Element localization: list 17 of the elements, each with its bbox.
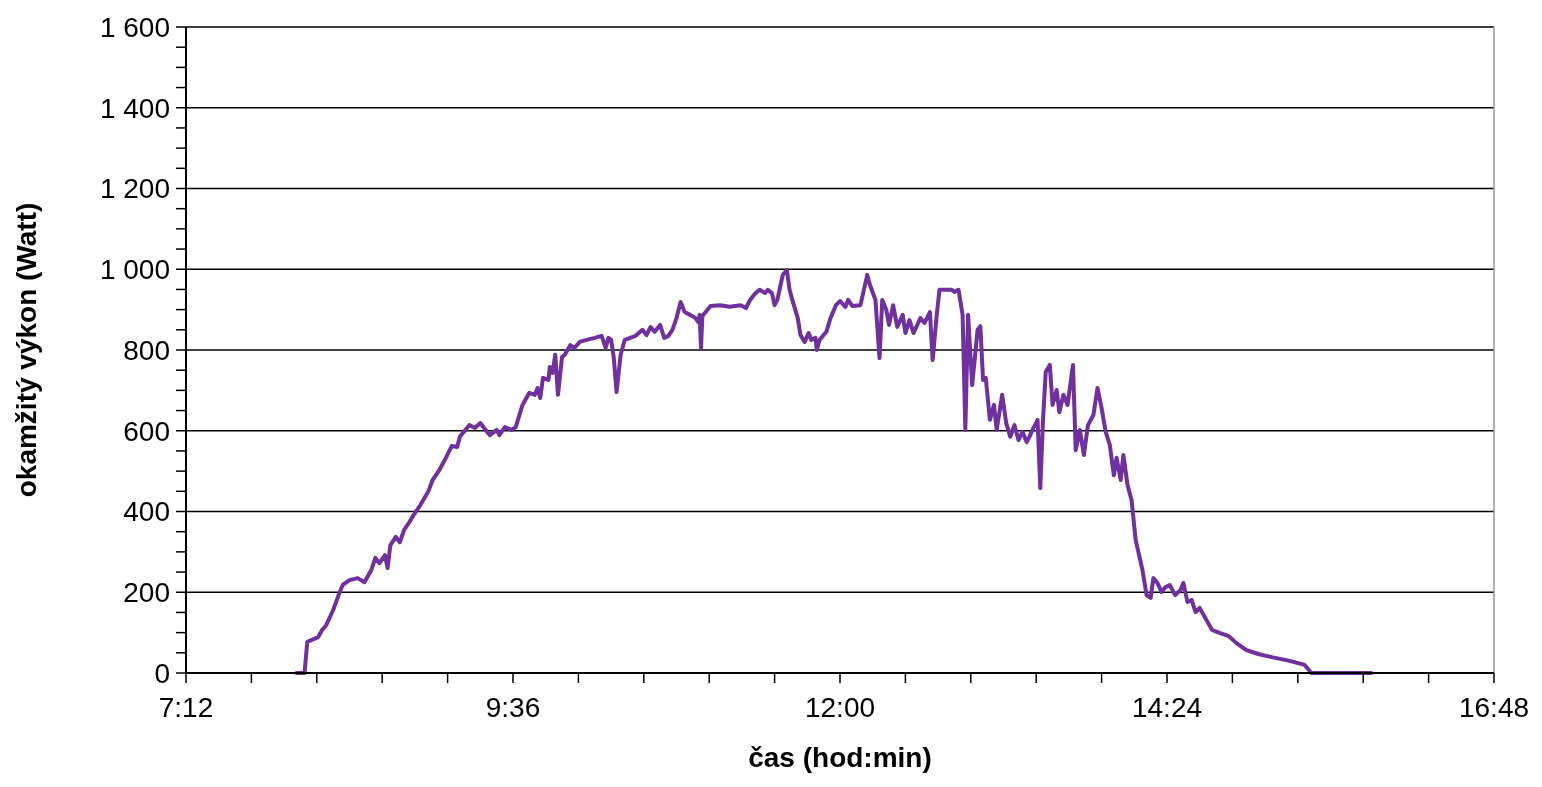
y-tick-label: 1 200 xyxy=(99,173,170,205)
x-tick-label: 9:36 xyxy=(485,692,541,723)
y-tick-label: 1 400 xyxy=(99,92,170,124)
y-tick-label: 400 xyxy=(123,496,170,528)
y-tick-label: 200 xyxy=(123,577,170,609)
x-tick-label: 14:24 xyxy=(1131,692,1203,723)
x-tick-label: 12:00 xyxy=(804,692,876,723)
y-tick-label: 1 600 xyxy=(99,11,170,43)
x-axis-title: čas (hod:min) xyxy=(748,742,932,773)
y-tick-label: 600 xyxy=(123,415,170,447)
y-tick-label: 800 xyxy=(123,334,170,366)
y-tick-label: 1 000 xyxy=(99,254,170,286)
x-tick-label: 7:12 xyxy=(158,692,214,723)
line-series xyxy=(294,268,1374,675)
x-tick-label: 16:48 xyxy=(1458,692,1530,723)
y-axis-title: okamžitý výkon (Watt) xyxy=(11,202,42,498)
y-tick-label: 0 xyxy=(154,657,170,689)
